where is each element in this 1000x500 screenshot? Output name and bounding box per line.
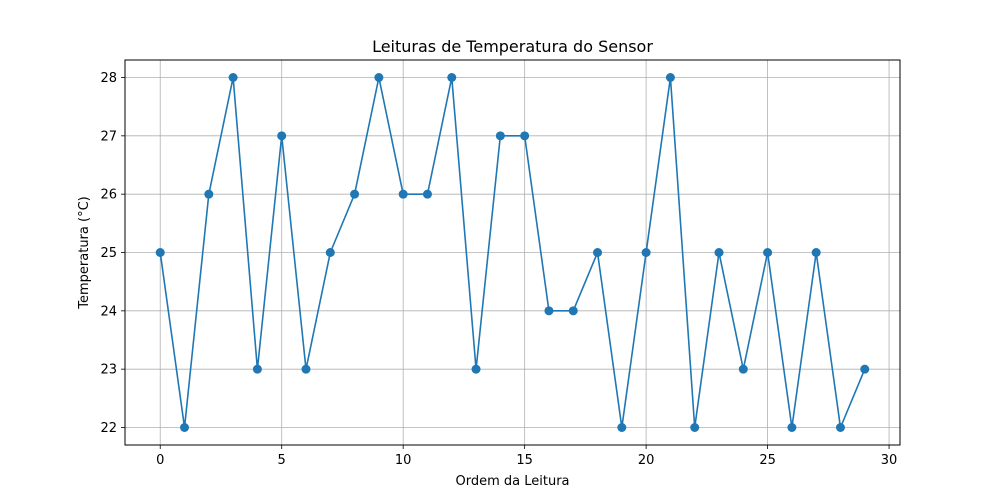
- series-line: [159, 76, 866, 429]
- data-series: [155, 73, 870, 432]
- x-tick-label: 20: [638, 453, 655, 468]
- data-point: [860, 364, 870, 374]
- data-point: [447, 73, 457, 82]
- data-point: [787, 423, 797, 432]
- y-tick-label: 23: [100, 363, 117, 378]
- y-tick-label: 28: [100, 71, 117, 86]
- x-tick-label: 30: [881, 453, 898, 468]
- data-point: [277, 131, 287, 141]
- data-point: [520, 131, 530, 141]
- data-point: [228, 73, 238, 82]
- data-point: [763, 248, 773, 257]
- data-point: [617, 423, 627, 432]
- data-point: [738, 364, 748, 374]
- x-axis-label: Ordem da Leitura: [455, 474, 569, 489]
- data-point: [544, 306, 554, 316]
- x-tick-label: 5: [278, 453, 286, 468]
- y-tick-label: 22: [100, 421, 117, 436]
- y-tick-label: 27: [100, 129, 117, 144]
- data-point: [180, 423, 190, 432]
- x-tick-label: 10: [395, 453, 412, 468]
- y-tick-label: 26: [100, 188, 117, 203]
- data-point: [398, 189, 408, 199]
- data-point: [495, 131, 505, 141]
- x-tick-label: 15: [516, 453, 533, 468]
- data-point: [714, 248, 724, 257]
- data-point: [641, 248, 651, 257]
- data-point: [811, 248, 821, 257]
- data-point: [374, 73, 384, 82]
- data-point: [593, 248, 603, 257]
- chart-title: Leituras de Temperatura do Sensor: [372, 37, 653, 56]
- y-axis-label: Temperatura (°C): [77, 196, 92, 309]
- data-point: [665, 73, 675, 82]
- grid-lines: [125, 60, 900, 445]
- x-tick-label: 0: [156, 453, 164, 468]
- x-tick-label: 25: [759, 453, 776, 468]
- data-point: [422, 189, 432, 199]
- data-point: [325, 248, 335, 257]
- y-tick-label: 24: [100, 304, 117, 319]
- data-point: [568, 306, 578, 316]
- data-point: [155, 248, 165, 257]
- plot-frame: [124, 59, 901, 446]
- data-point: [252, 364, 262, 374]
- data-point: [204, 189, 214, 199]
- data-point: [835, 423, 845, 432]
- ticks: 0 5 10 15 20 25 30 22 23 24 25 26 27 28: [100, 71, 897, 468]
- data-point: [471, 364, 481, 374]
- data-point: [301, 364, 311, 374]
- y-tick-label: 25: [100, 246, 117, 261]
- data-point: [350, 189, 360, 199]
- data-point: [690, 423, 700, 432]
